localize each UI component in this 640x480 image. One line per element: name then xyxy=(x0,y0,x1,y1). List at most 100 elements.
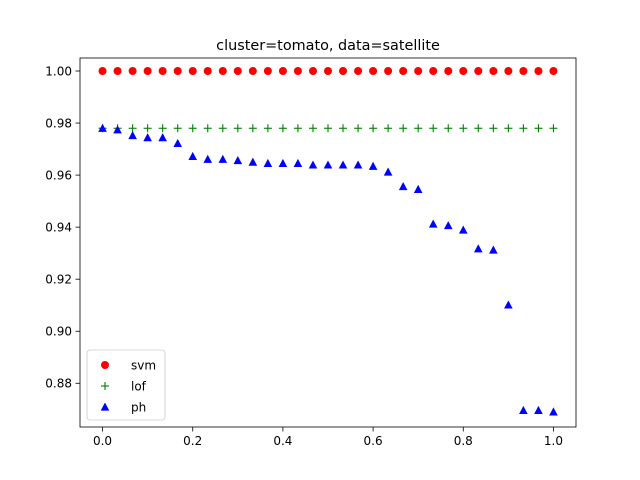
point-lof-9 xyxy=(233,124,242,133)
point-svm-6 xyxy=(188,67,197,76)
y-tick-label-0: 0.88 xyxy=(45,377,72,391)
point-lof-11 xyxy=(263,124,272,133)
legend-marker-svm xyxy=(101,361,109,369)
plot-area xyxy=(98,67,558,416)
point-lof-15 xyxy=(324,124,332,133)
point-lof-16 xyxy=(339,124,348,133)
point-svm-1 xyxy=(113,67,122,76)
point-lof-27 xyxy=(504,124,513,133)
point-svm-28 xyxy=(519,67,528,76)
point-lof-23 xyxy=(444,124,453,133)
point-svm-26 xyxy=(489,67,498,76)
point-svm-8 xyxy=(218,67,227,76)
point-lof-8 xyxy=(218,124,227,133)
point-svm-11 xyxy=(263,67,272,76)
series-ph xyxy=(98,123,558,416)
point-ph-24 xyxy=(458,225,468,234)
point-svm-29 xyxy=(534,67,543,76)
point-ph-2 xyxy=(128,131,137,140)
point-svm-16 xyxy=(339,67,348,76)
point-svm-5 xyxy=(173,67,182,76)
point-ph-21 xyxy=(413,184,423,194)
axes: 0.0 0.2 0.4 0.6 0.8 1.0 0.88 0.90 0.92 0.94 0.96 0.… xyxy=(45,57,577,448)
point-svm-18 xyxy=(369,67,378,76)
point-svm-7 xyxy=(203,67,212,76)
point-svm-4 xyxy=(158,67,167,76)
series-svm xyxy=(98,67,558,76)
point-lof-24 xyxy=(459,124,468,133)
point-lof-28 xyxy=(519,124,528,133)
point-ph-9 xyxy=(233,156,243,165)
point-lof-12 xyxy=(278,124,287,133)
point-svm-9 xyxy=(233,67,242,76)
point-ph-4 xyxy=(158,133,167,142)
point-ph-1 xyxy=(113,125,122,134)
point-ph-10 xyxy=(248,157,258,166)
point-svm-30 xyxy=(549,67,558,76)
point-ph-8 xyxy=(218,154,228,163)
legend-label-lof: lof xyxy=(131,379,147,393)
point-svm-3 xyxy=(143,67,152,76)
legend-marker-ph xyxy=(100,402,110,411)
point-lof-29 xyxy=(534,124,543,133)
y-tick-label-1: 0.90 xyxy=(45,325,72,339)
y-tick-label-5: 0.98 xyxy=(45,116,72,130)
point-lof-21 xyxy=(414,124,423,133)
point-lof-19 xyxy=(384,124,393,133)
point-lof-10 xyxy=(248,124,257,133)
point-svm-22 xyxy=(429,67,438,76)
x-tick-label-0: 0.0 xyxy=(93,434,112,448)
point-svm-19 xyxy=(384,67,393,76)
point-ph-14 xyxy=(308,160,318,169)
point-lof-17 xyxy=(354,124,363,133)
point-ph-23 xyxy=(443,221,453,230)
point-ph-27 xyxy=(504,300,513,309)
point-svm-20 xyxy=(399,67,408,76)
point-lof-18 xyxy=(369,124,378,133)
point-svm-0 xyxy=(98,67,107,76)
y-tick-label-4: 0.96 xyxy=(45,168,72,182)
point-ph-3 xyxy=(143,133,152,142)
point-lof-14 xyxy=(308,124,317,133)
point-svm-21 xyxy=(414,67,423,76)
point-lof-25 xyxy=(474,124,483,133)
point-lof-30 xyxy=(549,124,558,133)
y-tick-label-2: 0.92 xyxy=(45,272,72,286)
point-ph-26 xyxy=(489,245,498,254)
x-tick-label-1: 0.2 xyxy=(183,434,202,448)
point-ph-16 xyxy=(338,160,348,169)
point-lof-7 xyxy=(203,124,212,133)
point-ph-18 xyxy=(368,161,378,170)
point-ph-13 xyxy=(293,158,303,167)
x-tick-label-4: 0.8 xyxy=(454,434,473,448)
point-svm-13 xyxy=(293,67,302,76)
point-lof-13 xyxy=(293,124,302,133)
chart-title: cluster=tomato, data=satellite xyxy=(216,38,440,54)
point-ph-20 xyxy=(398,182,408,191)
point-lof-22 xyxy=(429,124,438,133)
point-lof-2 xyxy=(128,124,137,133)
point-ph-11 xyxy=(263,158,273,167)
point-svm-23 xyxy=(444,67,453,76)
point-ph-6 xyxy=(188,151,198,160)
point-lof-26 xyxy=(489,124,498,133)
point-lof-3 xyxy=(143,124,152,133)
point-svm-10 xyxy=(248,67,257,76)
point-lof-4 xyxy=(158,124,167,133)
x-tick-label-2: 0.4 xyxy=(273,434,292,448)
point-ph-5 xyxy=(173,138,183,147)
legend-marker-lof xyxy=(101,382,109,390)
y-tick-label-6: 1.00 xyxy=(45,64,72,78)
legend-label-ph: ph xyxy=(131,400,146,414)
legend: svm lof ph xyxy=(86,349,166,421)
point-lof-6 xyxy=(188,124,197,133)
y-tick-label-3: 0.94 xyxy=(45,220,72,234)
x-tick-label-5: 1.0 xyxy=(544,434,563,448)
point-ph-30 xyxy=(549,407,558,416)
point-ph-22 xyxy=(428,219,438,228)
point-ph-7 xyxy=(203,154,213,163)
x-tick-label-3: 0.6 xyxy=(364,434,383,448)
axes-frame xyxy=(79,57,577,428)
point-ph-0 xyxy=(98,123,107,132)
